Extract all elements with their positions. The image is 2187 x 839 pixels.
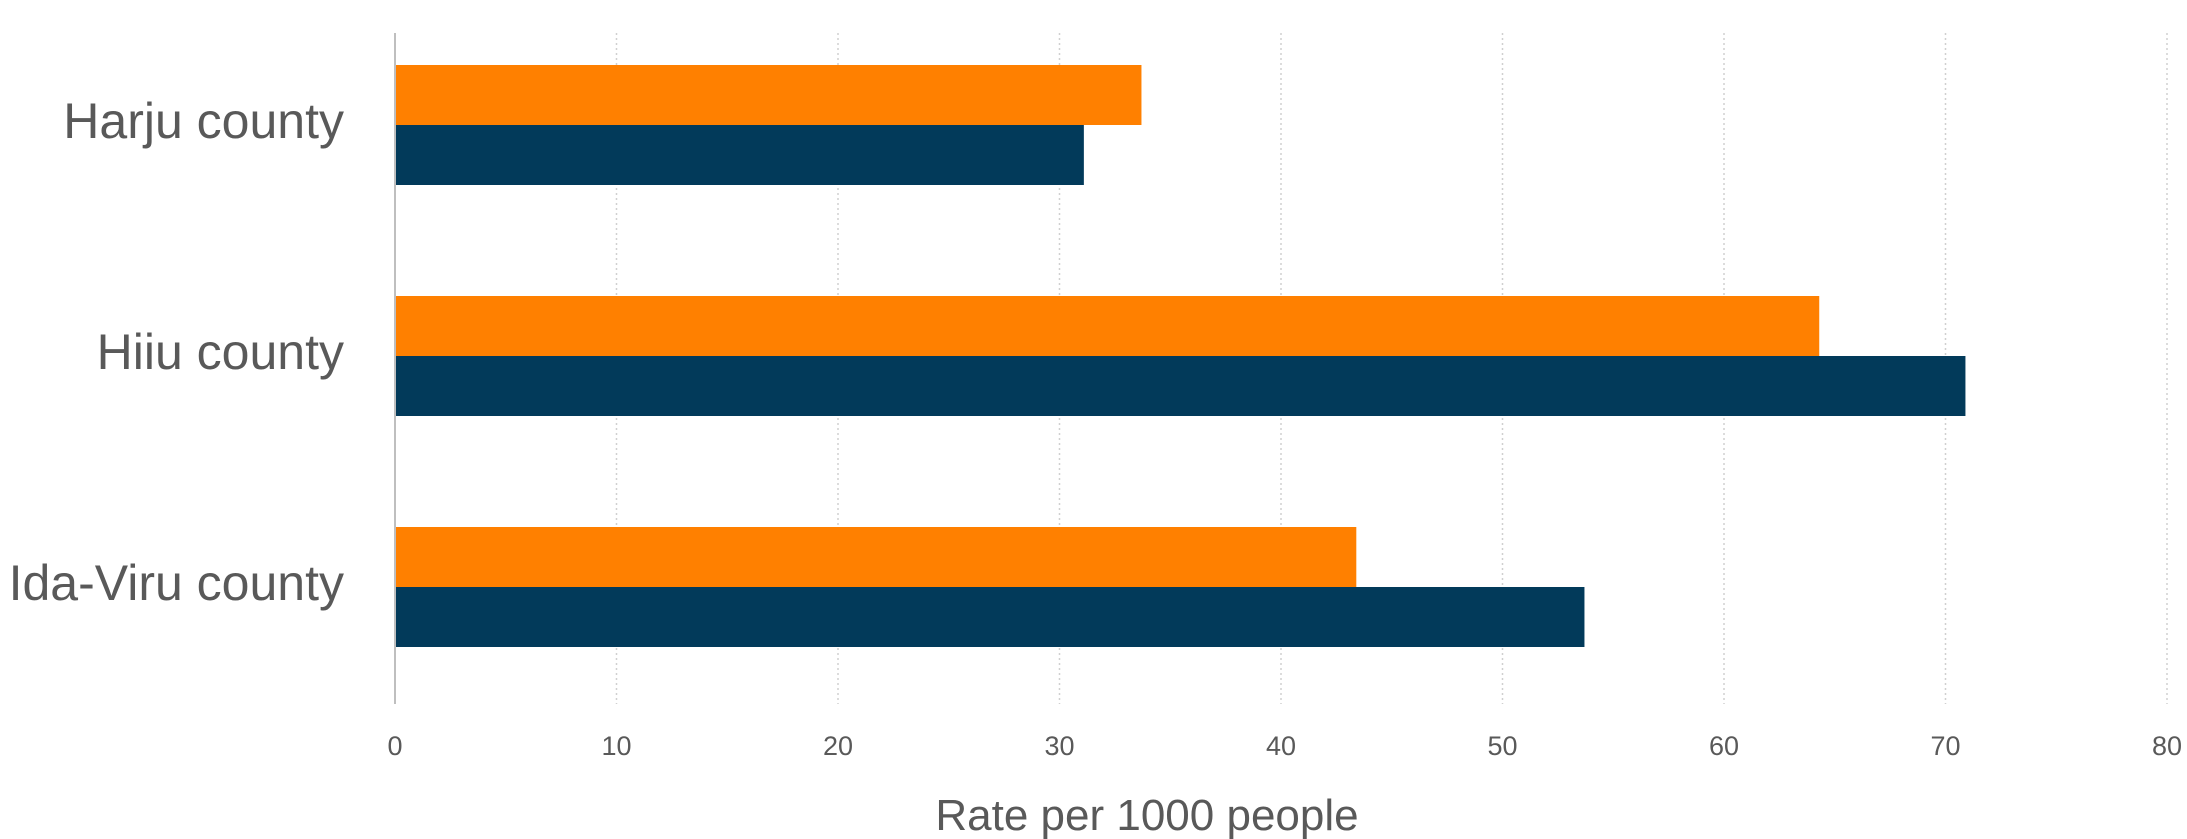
x-tick-label: 70 <box>1930 731 1960 761</box>
x-tick-label: 60 <box>1709 731 1739 761</box>
bar <box>395 356 1966 416</box>
x-tick-label: 30 <box>1044 731 1074 761</box>
x-tick-label: 20 <box>823 731 853 761</box>
category-label: Ida-Viru county <box>9 555 344 611</box>
category-label: Harju county <box>63 93 344 149</box>
bar <box>395 125 1084 185</box>
bar <box>395 65 1142 125</box>
x-axis-title: Rate per 1000 people <box>935 791 1358 839</box>
x-tick-label: 50 <box>1487 731 1517 761</box>
bar <box>395 527 1357 587</box>
tick-labels: 0 10 20 30 40 50 60 70 80 <box>387 731 2182 761</box>
x-tick-label: 40 <box>1266 731 1296 761</box>
bar <box>395 587 1585 647</box>
x-tick-label: 10 <box>601 731 631 761</box>
category-labels: Harju county Hiiu county Ida-Viru county <box>9 93 344 611</box>
bar <box>395 296 1820 356</box>
bars <box>395 65 1966 647</box>
x-tick-label: 0 <box>387 731 402 761</box>
x-tick-label: 80 <box>2152 731 2182 761</box>
category-label: Hiiu county <box>97 324 344 380</box>
